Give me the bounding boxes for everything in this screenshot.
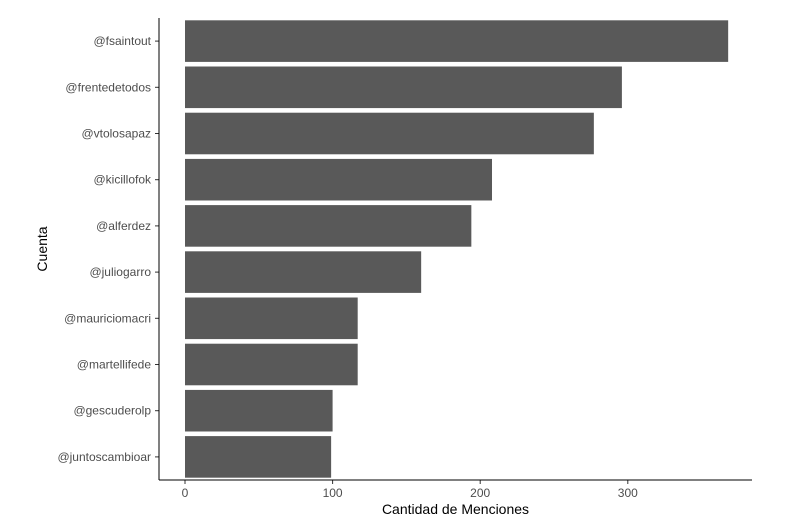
x-tick-label: 300	[618, 486, 638, 500]
y-axis-title: Cuenta	[34, 226, 50, 271]
y-tick-label: @fsaintout	[93, 34, 151, 48]
y-tick-label: @mauriciomacri	[64, 311, 151, 325]
y-tick-label: @juliogarro	[89, 265, 151, 279]
y-tick-label: @alferdez	[96, 219, 151, 233]
bar-kicillofok	[185, 158, 493, 201]
bar-vtolosapaz	[185, 112, 594, 155]
y-tick-label: @vtolosapaz	[81, 127, 151, 141]
x-axis-ticks: 0 100 200 300	[182, 480, 638, 500]
x-tick-label: 100	[323, 486, 343, 500]
bar-juntoscambioar	[185, 436, 332, 478]
y-tick-label: @frentedetodos	[65, 80, 151, 94]
bar-frentedetodos	[185, 66, 622, 109]
bar-alferdez	[185, 205, 472, 247]
x-tick-label: 200	[470, 486, 490, 500]
bar-martellifede	[185, 343, 358, 386]
y-tick-label: @gescuderolp	[73, 404, 151, 418]
x-tick-label: 0	[182, 486, 189, 500]
x-axis-title: Cantidad de Menciones	[382, 501, 529, 517]
y-tick-label: @kicillofok	[93, 173, 152, 187]
y-axis-ticks: @fsaintout @frentedetodos @vtolosapaz @kici…	[57, 34, 159, 464]
bar-mauriciomacri	[185, 297, 358, 340]
bar-fsaintout	[185, 20, 729, 62]
bar-juliogarro	[185, 251, 422, 293]
bar-gescuderolp	[185, 389, 333, 432]
bars-group	[185, 20, 729, 478]
y-tick-label: @martellifede	[77, 358, 152, 372]
y-tick-label: @juntoscambioar	[57, 450, 151, 464]
